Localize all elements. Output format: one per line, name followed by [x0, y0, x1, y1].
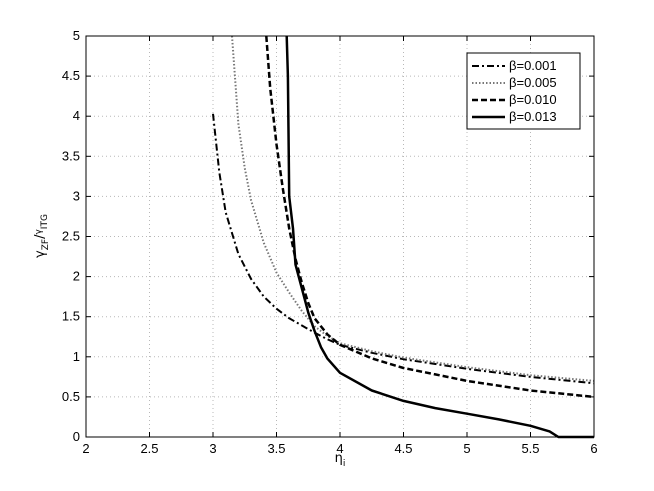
x-tick-label: 6 [590, 441, 597, 456]
legend-label-beta-0001: β=0.001 [509, 58, 557, 73]
x-tick-label: 4 [336, 441, 343, 456]
x-tick-label: 5.5 [521, 441, 539, 456]
series-line-2 [265, 35, 595, 399]
x-tick-label: 3 [209, 441, 216, 456]
series-line-1 [231, 35, 595, 382]
y-tick-label: 2.5 [62, 229, 80, 244]
grid-lines [86, 36, 594, 437]
x-tick-label: 2 [82, 441, 89, 456]
y-tick-label: 3.5 [62, 148, 80, 163]
y-tick-label: 0 [73, 429, 80, 444]
legend-label-beta-0010: β=0.010 [509, 92, 557, 107]
y-tick-label: 5 [73, 28, 80, 43]
y-tick-label: 3 [73, 188, 80, 203]
y-tick-label: 4.5 [62, 68, 80, 83]
y-axis-label: γZF/γITG [33, 214, 51, 258]
legend: β=0.001 β=0.005 β=0.010 β=0.013 [466, 52, 581, 130]
legend-label-beta-0005: β=0.005 [509, 75, 557, 90]
axis-ticks: 2 2.5 3 3.5 4 4.5 5 5.5 6 0 0.5 1 1.5 2 2.5 3 3.5 4 4.5 5 [62, 28, 598, 456]
y-tick-label: 4 [73, 108, 80, 123]
x-tick-label: 5 [463, 441, 470, 456]
x-tick-label: 2.5 [140, 441, 158, 456]
y-tick-label: 1.5 [62, 309, 80, 324]
y-tick-label: 1 [73, 349, 80, 364]
y-tick-label: 2 [73, 269, 80, 284]
x-tick-label: 4.5 [394, 441, 412, 456]
x-tick-label: 3.5 [267, 441, 285, 456]
legend-label-beta-0013: β=0.013 [509, 109, 557, 124]
series-line-3 [285, 35, 594, 439]
y-tick-label: 0.5 [62, 389, 80, 404]
series-line-0 [212, 113, 595, 385]
x-axis-label: ηi [335, 451, 346, 469]
data-curves [212, 35, 595, 439]
